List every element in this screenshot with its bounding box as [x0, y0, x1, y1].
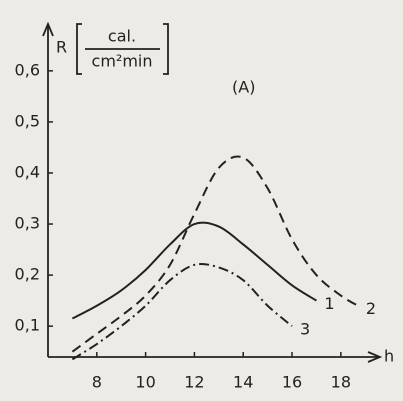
unit-denominator: cm²min [92, 52, 153, 71]
unit-numerator: cal. [108, 27, 136, 46]
x-tick-label: 16 [282, 373, 302, 392]
y-tick-label: 0,1 [15, 316, 40, 335]
y-tick-label: 0,4 [15, 162, 40, 181]
series-line [71, 221, 317, 320]
x-label: h [384, 347, 394, 366]
x-tick-label: 10 [135, 373, 155, 392]
annotation: (A) [232, 78, 255, 97]
y-tick-label: 0,3 [15, 214, 40, 233]
x-tick-label: 12 [184, 373, 204, 392]
x-tick-label: 18 [331, 373, 351, 392]
y-label: R [56, 38, 67, 57]
x-axis-arrow [367, 351, 383, 363]
y-tick-label: 0,5 [15, 111, 40, 130]
bracket-left [76, 23, 82, 75]
series-label: 3 [300, 320, 310, 339]
y-tick-label: 0,2 [15, 265, 40, 284]
x-tick-label: 8 [92, 373, 102, 392]
x-tick-label: 14 [233, 373, 253, 392]
y-tick-label: 0,6 [15, 60, 40, 79]
series-line [71, 263, 293, 361]
series-label: 1 [324, 294, 334, 313]
series-line [71, 155, 359, 353]
y-axis-arrow [42, 21, 54, 37]
series-label: 2 [366, 299, 376, 318]
bracket-right [163, 23, 169, 75]
